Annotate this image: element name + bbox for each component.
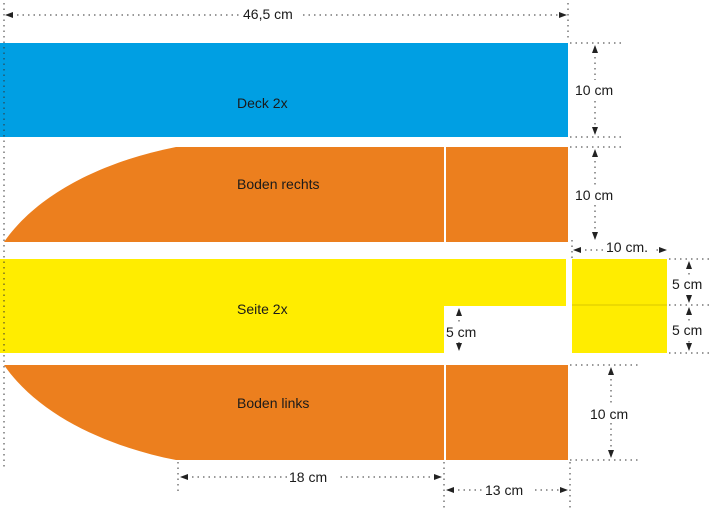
side-square-upper-bg	[670, 275, 710, 292]
seite-label: Seite 2x	[237, 301, 288, 317]
boden-rechts-height-label: 10 cm	[575, 187, 613, 203]
side-square-piece	[572, 259, 667, 353]
boden-links-height-bg	[588, 404, 634, 422]
boden-rechts-label: Boden rechts	[237, 176, 320, 192]
boden-rechts-height-bg	[573, 185, 619, 203]
boden-rechts-piece	[4, 147, 568, 242]
boden-links-piece	[4, 365, 568, 460]
seite-piece	[0, 259, 566, 353]
boden-links-label: Boden links	[237, 395, 309, 411]
deck-height-label: 10 cm	[575, 82, 613, 98]
side-square-lower-bg	[670, 321, 710, 338]
total-width-bg	[240, 4, 302, 22]
deck-label: Deck 2x	[237, 95, 288, 111]
straight-length-label: 13 cm	[485, 482, 523, 498]
curve-length-label: 18 cm	[289, 469, 327, 485]
side-square-upper-label: 5 cm	[672, 276, 702, 292]
side-square-lower-label: 5 cm	[672, 322, 702, 338]
boden-links-height-label: 10 cm	[590, 406, 628, 422]
notch-height-label: 5 cm	[446, 324, 476, 340]
deck-piece	[0, 43, 568, 137]
side-square-width-label: 10 cm.	[606, 239, 648, 255]
notch-height-bg	[444, 323, 484, 340]
deck-height-bg	[573, 80, 619, 98]
curve-length-bg	[287, 467, 337, 485]
straight-length-bg	[483, 480, 533, 498]
side-square-width-bg	[604, 238, 656, 255]
total-width-label: 46,5 cm	[243, 6, 293, 22]
